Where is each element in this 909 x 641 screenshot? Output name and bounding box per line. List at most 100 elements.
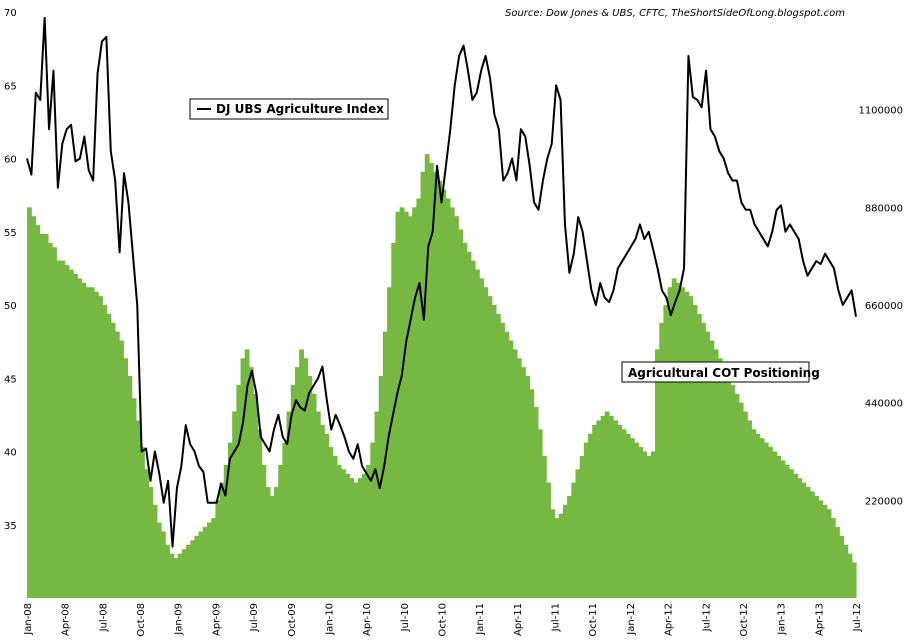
cot-bar: [734, 393, 740, 598]
right-tick-label: 660000: [865, 301, 903, 312]
cot-bar: [89, 287, 95, 598]
cot-bar: [286, 411, 292, 598]
cot-bar: [177, 553, 183, 598]
legend-cot-positioning: Agricultural COT Positioning: [621, 361, 820, 383]
index-line: [26, 16, 857, 548]
cot-bar: [483, 287, 489, 598]
cot-bar: [742, 411, 748, 598]
cot-bar: [311, 393, 317, 598]
right-tick-label: 880000: [865, 203, 903, 214]
cot-bar: [307, 376, 313, 598]
x-tick-label: Jan-12: [626, 603, 637, 636]
cot-bar: [680, 287, 685, 598]
cot-bar: [357, 478, 363, 598]
cot-bar: [713, 349, 719, 598]
cot-bar: [550, 509, 556, 598]
cot-bar: [516, 358, 522, 598]
cot-bar: [487, 296, 493, 598]
right-axis-ticks: 1100000 880000 660000 440000 220000: [858, 106, 903, 508]
cot-bar: [181, 549, 187, 598]
cot-bar: [391, 242, 397, 598]
cot-bar: [759, 438, 765, 598]
cot-bar: [160, 531, 166, 598]
cot-bar: [768, 447, 773, 598]
cot-bar: [642, 451, 648, 598]
left-axis-ticks: 70 65 60 55 50 45 40 35: [4, 8, 17, 532]
index-line-path: [26, 16, 857, 548]
x-tick-label: Jan-09: [174, 603, 185, 636]
right-tick-label: 1100000: [858, 106, 903, 117]
cot-bar: [169, 553, 175, 598]
cot-bar: [349, 478, 355, 598]
x-axis-ticks: Jan-08 Apr-08 Jul-08 Oct-08 Jan-09 Apr-09 Jul-…: [23, 603, 863, 637]
cot-bar: [190, 540, 196, 598]
cot-bar: [299, 349, 304, 598]
cot-bar: [211, 518, 217, 598]
cot-bar: [701, 322, 706, 598]
cot-bar: [608, 415, 614, 598]
legend-agriculture-index: DJ UBS Agriculture Index: [189, 98, 389, 120]
cot-bar: [479, 278, 484, 598]
cot-bar: [412, 207, 417, 598]
cot-bar: [462, 242, 468, 598]
cot-bar: [332, 455, 338, 598]
cot-bar: [780, 460, 786, 598]
cot-bar: [152, 504, 158, 598]
cot-bar: [399, 207, 405, 598]
cot-bar: [851, 562, 857, 598]
cot-bar: [688, 296, 694, 598]
right-tick-label: 220000: [865, 496, 903, 507]
cot-bar: [98, 296, 103, 598]
cot-bar: [257, 429, 263, 598]
cot-bar: [717, 358, 723, 598]
cot-bar: [789, 469, 794, 598]
cot-bar: [265, 487, 271, 598]
cot-bar: [675, 282, 681, 598]
cot-bar: [328, 447, 334, 598]
left-tick-label: 70: [4, 8, 17, 19]
cot-bar: [663, 305, 669, 598]
x-tick-label: Apr-10: [362, 603, 373, 636]
cot-bar: [500, 322, 505, 598]
cot-bar: [730, 384, 736, 598]
cot-bar: [261, 464, 267, 598]
cot-bar: [290, 384, 296, 598]
cot-bar: [202, 526, 208, 598]
cot-bar: [248, 367, 254, 598]
x-tick-label: Jan-11: [475, 603, 486, 636]
cot-bar: [102, 305, 108, 598]
cot-bar: [198, 531, 204, 598]
cot-bar: [495, 313, 501, 598]
cot-bar: [784, 464, 790, 598]
cot-bar: [692, 305, 698, 598]
cot-bar: [47, 242, 53, 598]
cot-bars: [27, 154, 857, 599]
cot-bar: [35, 225, 41, 598]
cot-bar: [85, 287, 91, 598]
cot-bar: [579, 455, 585, 598]
cot-bar: [562, 504, 568, 598]
cot-bar: [236, 384, 242, 598]
cot-bar: [31, 216, 36, 598]
cot-bar: [227, 442, 233, 598]
legend-label-cot: Agricultural COT Positioning: [628, 366, 820, 380]
cot-bar: [345, 473, 350, 598]
x-tick-label: Jan-10: [324, 603, 335, 636]
x-tick-label: Oct-09: [287, 603, 298, 637]
x-tick-label: Oct-11: [588, 603, 599, 637]
cot-bar: [278, 464, 283, 598]
x-tick-label: Jan-13: [777, 603, 788, 636]
x-tick-label: Oct-10: [438, 603, 449, 637]
cot-bar: [282, 442, 288, 598]
cot-bar: [353, 482, 359, 598]
cot-bar: [525, 376, 531, 598]
cot-bar: [830, 518, 836, 598]
cot-bar: [613, 420, 618, 598]
x-tick-label: Jul-11: [551, 603, 562, 632]
cot-bar: [600, 415, 606, 598]
cot-bar: [173, 558, 179, 598]
cot-bar: [378, 376, 384, 598]
cot-bar: [512, 349, 518, 598]
left-tick-label: 40: [4, 448, 17, 459]
cot-bar: [320, 424, 325, 598]
